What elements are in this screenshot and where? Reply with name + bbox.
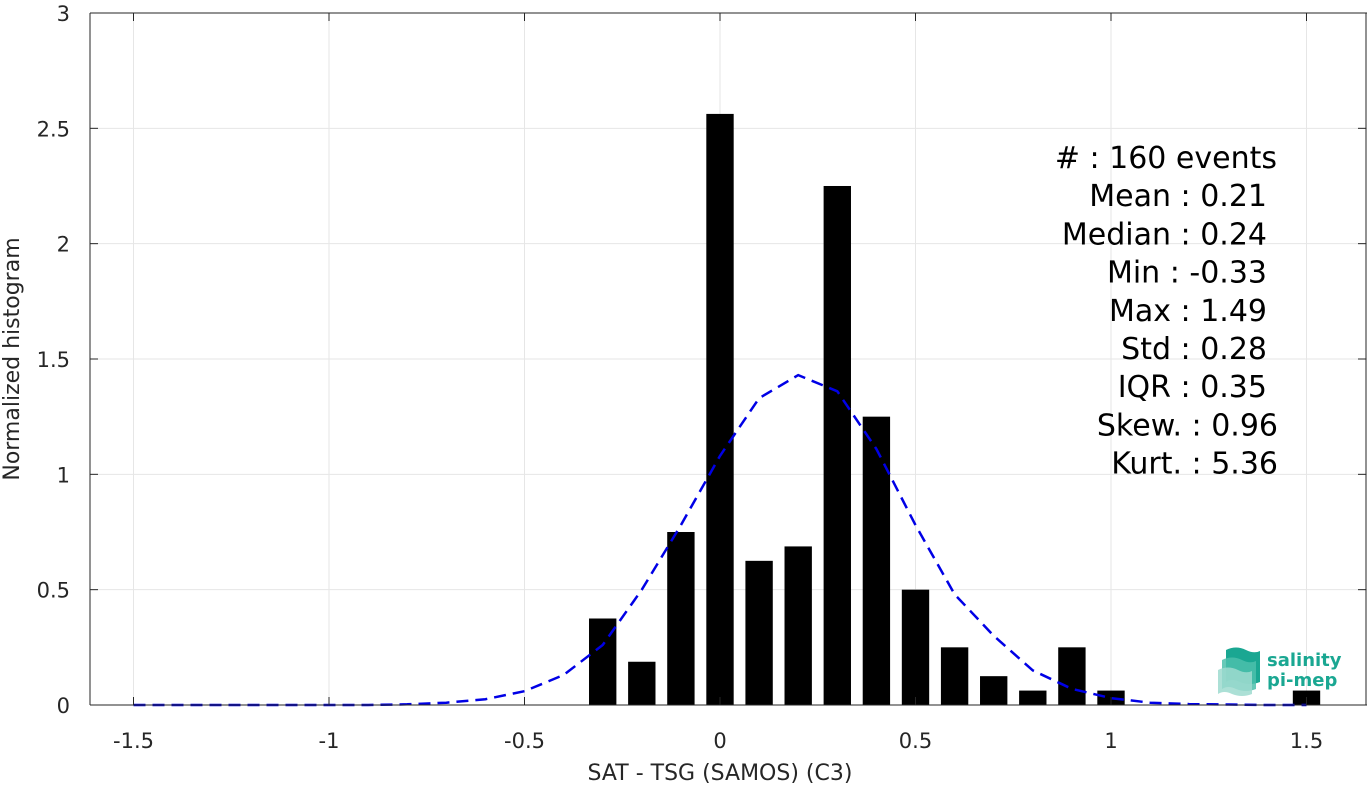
x-tick-label: 1.5: [1290, 729, 1323, 753]
stat-line: Median : 0.24: [1062, 217, 1267, 252]
y-tick-label: 2: [57, 233, 70, 257]
histogram-bar: [940, 647, 969, 705]
x-tick-label: 0: [713, 729, 726, 753]
histogram-bar: [1019, 690, 1047, 705]
histogram-bar: [823, 185, 851, 705]
y-tick-label: 2.5: [37, 117, 70, 141]
x-axis-label: SAT - TSG (SAMOS) (C3): [588, 761, 853, 785]
histogram-bar: [980, 676, 1008, 705]
stat-line: IQR : 0.35: [1118, 370, 1267, 405]
logo-waves-icon: [1218, 647, 1260, 696]
histogram-bar: [706, 113, 734, 705]
histogram-bar: [667, 531, 695, 705]
histogram-bar: [784, 546, 812, 705]
histogram-bar: [1058, 647, 1086, 705]
x-tick-label: -0.5: [504, 729, 545, 753]
histogram-bars: [589, 113, 1321, 705]
histogram-bar: [628, 661, 656, 705]
logo-line-salinity: salinity: [1267, 650, 1342, 671]
logo-line-pi-mep: pi-mep: [1267, 670, 1337, 691]
histogram-bar: [901, 589, 930, 705]
stat-line: Std : 0.28: [1121, 332, 1267, 367]
y-tick-label: 0.5: [37, 579, 70, 603]
y-tick-label: 1.5: [37, 348, 70, 372]
y-tick-label: 0: [57, 694, 70, 718]
y-tick-label: 3: [57, 2, 70, 26]
stat-line: Kurt. : 5.36: [1111, 447, 1278, 482]
x-ticks: -1.5 -1 -0.5 0 0.5 1 1.5: [113, 13, 1323, 753]
y-ticks: 0 0.5 1 1.5 2 2.5 3: [37, 2, 1366, 718]
stat-line: Mean : 0.21: [1089, 179, 1267, 214]
y-axis-label: Normalized histogram: [0, 237, 25, 480]
x-tick-label: 0.5: [899, 729, 932, 753]
stat-line: Min : -0.33: [1107, 256, 1267, 291]
x-tick-label: -1: [319, 729, 340, 753]
stat-line: Skew. : 0.96: [1097, 408, 1278, 443]
salinity-pi-mep-logo: salinity pi-mep: [1218, 647, 1342, 696]
y-tick-label: 1: [57, 463, 70, 487]
stat-line: Max : 1.49: [1109, 294, 1267, 329]
histogram-bar: [862, 416, 891, 705]
x-tick-label: -1.5: [113, 729, 154, 753]
histogram-bar: [745, 560, 773, 705]
stat-line: # : 160 events: [1055, 141, 1277, 176]
x-tick-label: 1: [1104, 729, 1117, 753]
